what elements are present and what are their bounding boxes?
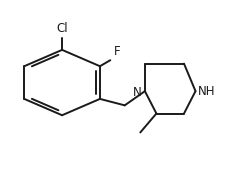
Text: NH: NH [197, 85, 214, 98]
Text: N: N [132, 85, 141, 99]
Text: F: F [113, 45, 120, 58]
Text: Cl: Cl [56, 22, 68, 35]
